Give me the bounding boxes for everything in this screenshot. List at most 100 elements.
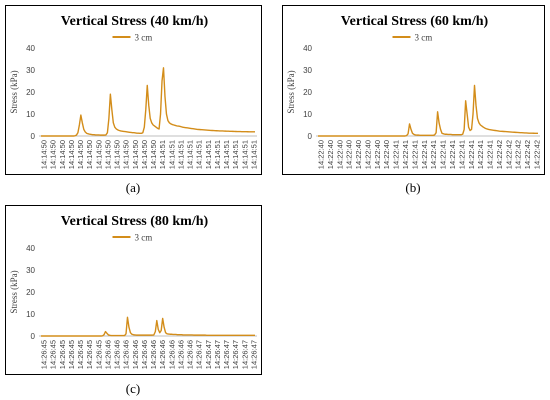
x-tick-label: 14:26:45 [85,340,94,369]
x-tick-label: 14:14:51 [204,140,213,169]
y-axis-label: Stress (kPa) [9,270,19,313]
x-tick-label: 14:22:41 [420,140,429,169]
y-axis-label: Stress (kPa) [9,70,19,113]
x-tick-label: 14:22:40 [363,140,372,169]
x-tick-label: 14:14:51 [167,140,176,169]
x-tick-label: 14:22:41 [392,140,401,169]
x-tick-label: 14:22:41 [410,140,419,169]
y-axis-label: Stress (kPa) [286,70,296,113]
chart-title: Vertical Stress (60 km/h) [341,14,489,29]
x-tick-label: 14:26:47 [222,340,231,369]
y-tick-label: 10 [26,110,35,119]
y-tick-label: 40 [26,244,35,253]
y-tick-label: 40 [26,44,35,53]
y-tick-label: 0 [31,132,36,141]
chart-svg-c: Vertical Stress (80 km/h) 3 cm Stress (kPa… [9,214,259,369]
y-tick-label: 30 [303,66,312,75]
x-tick-label: 14:14:50 [140,140,149,169]
x-tick-label: 14:22:41 [486,140,495,169]
chart-panel-b: Vertical Stress (60 km/h) 3 cm Stress (kPa… [282,5,545,175]
x-tick-label: 14:26:46 [149,340,158,369]
y-tick-label: 30 [26,266,35,275]
x-tick-label: 14:14:50 [122,140,131,169]
x-tick-label: 14:14:50 [85,140,94,169]
x-tick-label: 14:14:50 [76,140,85,169]
y-tick-label: 10 [26,310,35,319]
x-tick-label: 14:26:47 [231,340,240,369]
x-tick-label: 14:22:41 [401,140,410,169]
y-tick-label: 40 [303,44,312,53]
chart-panel-a: Vertical Stress (40 km/h) 3 cm Stress (kPa… [5,5,262,175]
x-tick-label: 14:14:50 [131,140,140,169]
x-tick-label: 14:26:46 [103,340,112,369]
x-tick-label: 14:14:51 [240,140,249,169]
y-tick-label: 20 [26,288,35,297]
caption-b: (b) [405,180,421,195]
x-tick-label: 14:26:47 [213,340,222,369]
x-tick-label: 14:26:46 [122,340,131,369]
x-tick-label: 14:14:51 [176,140,185,169]
chart-panel-c: Vertical Stress (80 km/h) 3 cm Stress (kPa… [5,205,262,375]
caption-c: (c) [125,381,141,396]
x-tick-label: 14:14:51 [222,140,231,169]
x-tick-label: 14:26:46 [167,340,176,369]
x-tick-label: 14:22:41 [476,140,485,169]
chart-title: Vertical Stress (40 km/h) [61,14,209,29]
x-tick-label: 14:14:50 [113,140,122,169]
x-tick-label: 14:14:50 [49,140,58,169]
x-tick-label: 14:26:47 [240,340,249,369]
x-tick-label: 14:22:42 [514,140,523,169]
x-tick-label: 14:22:40 [317,140,326,169]
x-tick-label: 14:26:45 [94,340,103,369]
x-tick-label: 14:22:40 [335,140,344,169]
series-line-3cm [41,67,255,137]
x-tick-label: 14:22:41 [439,140,448,169]
chart-title: Vertical Stress (80 km/h) [61,214,209,229]
x-tick-label: 14:26:46 [131,340,140,369]
legend-label: 3 cm [135,233,153,243]
x-tick-label: 14:26:45 [76,340,85,369]
series-line-3cm [41,316,255,337]
x-tick-label: 14:22:41 [457,140,466,169]
y-tick-label: 30 [26,66,35,75]
x-tick-label: 14:22:42 [523,140,532,169]
x-tick-label: 14:14:50 [58,140,67,169]
x-tick-label: 14:26:47 [204,340,213,369]
x-tick-label: 14:26:45 [58,340,67,369]
x-tick-label: 14:22:40 [326,140,335,169]
x-tick-label: 14:22:42 [533,140,542,169]
x-tick-label: 14:22:41 [429,140,438,169]
x-tick-label: 14:14:51 [158,140,167,169]
x-tick-label: 14:22:40 [354,140,363,169]
series-line-3cm [318,84,538,137]
x-tick-label: 14:22:41 [448,140,457,169]
x-tick-label: 14:26:46 [186,340,195,369]
x-tick-label: 14:14:50 [94,140,103,169]
x-tick-label: 14:14:51 [195,140,204,169]
x-tick-label: 14:14:50 [149,140,158,169]
x-tick-label: 14:22:40 [373,140,382,169]
y-tick-label: 10 [303,110,312,119]
x-tick-label: 14:14:50 [103,140,112,169]
legend-label: 3 cm [415,33,433,43]
chart-svg-b: Vertical Stress (60 km/h) 3 cm Stress (kPa… [286,14,542,169]
x-tick-label: 14:22:40 [382,140,391,169]
x-tick-label: 14:26:46 [113,340,122,369]
caption-a: (a) [125,180,141,195]
legend-label: 3 cm [135,33,153,43]
x-tick-label: 14:26:45 [49,340,58,369]
x-tick-label: 14:22:41 [467,140,476,169]
x-tick-label: 14:22:42 [504,140,513,169]
y-tick-label: 20 [303,88,312,97]
x-tick-label: 14:26:45 [67,340,76,369]
x-tick-label: 14:26:46 [140,340,149,369]
x-tick-label: 14:26:47 [250,340,259,369]
x-tick-label: 14:14:50 [67,140,76,169]
x-tick-label: 14:26:46 [176,340,185,369]
x-tick-label: 14:14:51 [213,140,222,169]
x-tick-label: 14:14:51 [186,140,195,169]
y-tick-label: 20 [26,88,35,97]
x-tick-label: 14:26:47 [195,340,204,369]
y-tick-label: 0 [308,132,313,141]
x-tick-label: 14:14:51 [250,140,259,169]
